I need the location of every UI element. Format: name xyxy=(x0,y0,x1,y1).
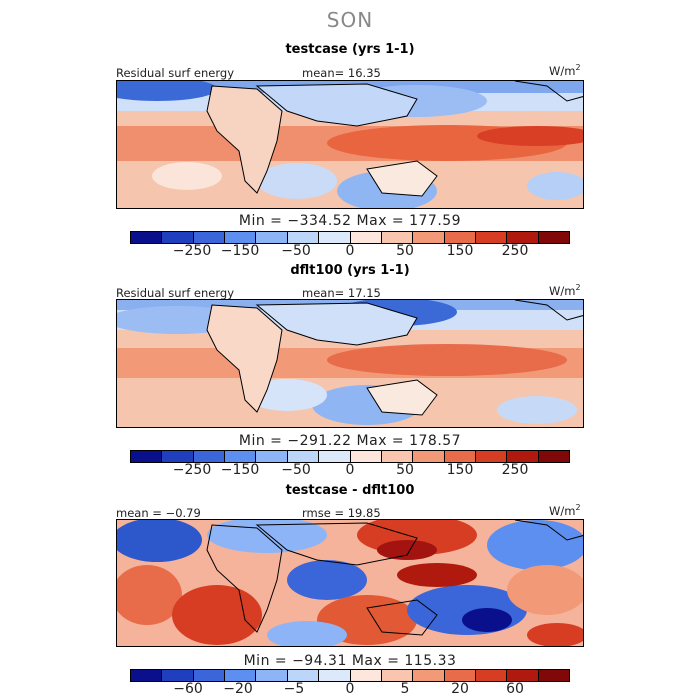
colorbar-swatch xyxy=(381,670,414,681)
colorbar-swatch xyxy=(350,451,382,462)
panel-3-minmax: Min = −94.31 Max = 115.33 xyxy=(243,653,457,669)
panel-1-tick-4: 0 xyxy=(345,243,355,259)
panel-2-tick-5: 50 xyxy=(396,462,414,478)
panel-2-tick-4: 0 xyxy=(345,462,355,478)
colorbar-swatch xyxy=(444,232,476,243)
colorbar-swatch xyxy=(131,451,163,462)
colorbar-swatch xyxy=(162,670,194,681)
colorbar-swatch xyxy=(475,451,508,462)
colorbar-swatch xyxy=(381,451,414,462)
panel-2-variable-label: Residual surf energy xyxy=(116,286,235,300)
panel-3-mean-label: mean = −0.79 xyxy=(116,506,201,520)
colorbar-swatch xyxy=(350,670,382,681)
panel-1-mean-label: mean= 16.35 xyxy=(302,66,381,80)
panel-2-tick-7: 250 xyxy=(501,462,529,478)
panel-3-tick-4: 0 xyxy=(345,681,355,697)
colorbar-swatch xyxy=(193,451,226,462)
panel-2-mean-label: mean= 17.15 xyxy=(302,286,381,300)
panel-2-tick-6: 150 xyxy=(446,462,474,478)
panel-1-variable-label: Residual surf energy xyxy=(116,66,235,80)
panel-3-tick-2: −20 xyxy=(223,681,253,697)
colorbar-swatch xyxy=(287,232,320,243)
panel-1-colorbar xyxy=(130,231,570,244)
colorbar-swatch xyxy=(507,670,539,681)
panel-3-tick-3: −5 xyxy=(283,681,305,697)
panel-1-tick-1: −250 xyxy=(172,243,212,259)
colorbar-swatch xyxy=(256,670,288,681)
colorbar-swatch xyxy=(413,232,445,243)
colorbar-swatch xyxy=(162,232,194,243)
panel-2-units: W/m2 xyxy=(549,283,581,298)
panel-3-tick-5: 5 xyxy=(400,681,410,697)
panel-1-minmax: Min = −334.52 Max = 177.59 xyxy=(238,213,462,229)
colorbar-swatch xyxy=(381,232,414,243)
colorbar-swatch xyxy=(444,451,476,462)
colorbar-swatch xyxy=(475,670,508,681)
colorbar-swatch xyxy=(413,670,445,681)
panel-3-tick-7: 60 xyxy=(506,681,524,697)
panel-2-tick-1: −250 xyxy=(172,462,212,478)
colorbar-swatch xyxy=(538,232,570,243)
panel-1-tick-3: −50 xyxy=(281,243,311,259)
colorbar-swatch xyxy=(507,451,539,462)
panel-2-tick-2: −150 xyxy=(220,462,260,478)
panel-1-tick-2: −150 xyxy=(220,243,260,259)
colorbar-swatch xyxy=(131,232,163,243)
panel-3-units: W/m2 xyxy=(549,503,581,518)
colorbar-swatch xyxy=(507,232,539,243)
panel-2-title: dflt100 (yrs 1-1) xyxy=(290,263,410,278)
panel-2-colorbar xyxy=(130,450,570,463)
colorbar-swatch xyxy=(287,451,320,462)
panel-1-tick-5: 50 xyxy=(396,243,414,259)
panel-2-minmax: Min = −291.22 Max = 178.57 xyxy=(238,433,462,449)
panel-3-tick-1: −60 xyxy=(173,681,203,697)
season-title: SON xyxy=(326,8,374,32)
panel-3-tick-6: 20 xyxy=(451,681,469,697)
panel-3-map xyxy=(116,519,584,647)
panel-1-title: testcase (yrs 1-1) xyxy=(285,42,415,57)
colorbar-swatch xyxy=(225,451,257,462)
colorbar-swatch xyxy=(413,451,445,462)
colorbar-swatch xyxy=(131,670,163,681)
colorbar-swatch xyxy=(193,232,226,243)
colorbar-swatch xyxy=(256,232,288,243)
colorbar-swatch xyxy=(225,670,257,681)
colorbar-swatch xyxy=(162,451,194,462)
colorbar-swatch xyxy=(538,451,570,462)
panel-1-tick-7: 250 xyxy=(501,243,529,259)
panel-1-map xyxy=(116,80,584,209)
colorbar-swatch xyxy=(193,670,226,681)
colorbar-swatch xyxy=(287,670,320,681)
panel-3-rmse-label: rmse = 19.85 xyxy=(302,506,381,520)
panel-1-units: W/m2 xyxy=(549,63,581,78)
colorbar-swatch xyxy=(444,670,476,681)
colorbar-swatch xyxy=(225,232,257,243)
panel-3-title: testcase - dflt100 xyxy=(285,483,415,498)
colorbar-swatch xyxy=(475,232,508,243)
colorbar-swatch xyxy=(319,670,351,681)
panel-2-tick-3: −50 xyxy=(281,462,311,478)
colorbar-swatch xyxy=(256,451,288,462)
colorbar-swatch xyxy=(319,451,351,462)
panel-1-tick-6: 150 xyxy=(446,243,474,259)
colorbar-swatch xyxy=(350,232,382,243)
colorbar-swatch xyxy=(538,670,570,681)
colorbar-swatch xyxy=(319,232,351,243)
panel-3-colorbar xyxy=(130,669,570,682)
panel-2-map xyxy=(116,299,584,428)
